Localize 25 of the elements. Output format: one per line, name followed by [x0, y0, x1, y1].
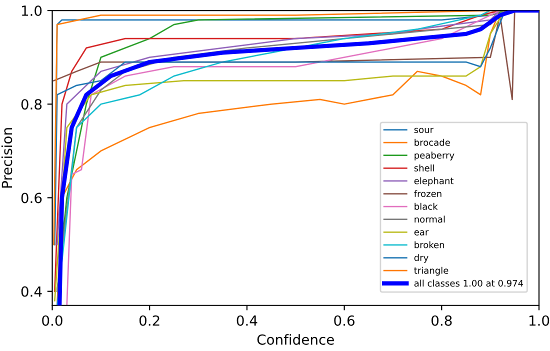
x-tick-label: 0.4 — [236, 315, 258, 326]
legend-label: elephant — [414, 177, 454, 186]
x-tick-label: 0.8 — [432, 315, 452, 326]
legend-label: triangle — [414, 266, 448, 276]
text: 1.0 — [529, 315, 550, 326]
x-tick-label: 0.2 — [139, 315, 160, 326]
legend-label: sour — [414, 128, 434, 134]
x-axis-title: Confidence — [257, 334, 334, 345]
y-tick-label: 0.8 — [21, 99, 42, 110]
legend-label: ear — [414, 230, 429, 236]
legend-label: frozen — [414, 190, 442, 198]
text: 1.0 — [22, 6, 42, 16]
y-axis-title: Precision — [1, 128, 12, 188]
legend-label: broken — [414, 241, 444, 248]
legend-label: brocade — [414, 138, 450, 146]
legend-label: dry — [414, 254, 428, 263]
y-tick-label: 0.4 — [21, 286, 42, 297]
legend-label: black — [414, 202, 438, 210]
legend-label: peaberry — [414, 152, 454, 160]
legend-label: normal — [414, 216, 445, 223]
text: 0.0 — [42, 315, 62, 326]
legend-label: shell — [414, 164, 434, 172]
x-tick-label: 0.6 — [334, 315, 354, 326]
legend-label: all classes 1.00 at 0.974 — [414, 280, 524, 287]
y-tick-label: 0.6 — [21, 192, 42, 204]
